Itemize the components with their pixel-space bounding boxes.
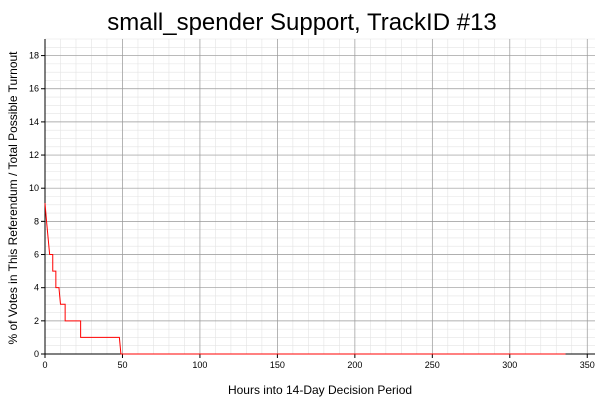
y-tick-label: 14 — [29, 117, 39, 127]
y-ticks: 0 2 4 6 8 10 12 14 16 18 — [29, 51, 45, 359]
x-ticks: 0 50 100 150 200 250 300 350 — [42, 354, 595, 370]
y-tick-label: 16 — [29, 84, 39, 94]
y-tick-label: 8 — [34, 216, 39, 226]
x-tick-label: 300 — [502, 360, 517, 370]
x-tick-label: 50 — [117, 360, 127, 370]
x-tick-label: 250 — [425, 360, 440, 370]
y-axis-label: % of Votes in This Referendum / Total Po… — [6, 51, 20, 345]
series-line-0 — [44, 203, 566, 355]
y-tick-label: 4 — [34, 283, 39, 293]
x-tick-label: 150 — [270, 360, 285, 370]
y-tick-label: 10 — [29, 183, 39, 193]
x-tick-label: 0 — [42, 360, 47, 370]
y-tick-label: 2 — [34, 316, 39, 326]
y-tick-label: 18 — [29, 51, 39, 61]
x-axis-label: Hours into 14-Day Decision Period — [228, 383, 412, 397]
chart-title: small_spender Support, TrackID #13 — [107, 9, 497, 36]
y-tick-label: 0 — [34, 349, 39, 359]
x-tick-label: 350 — [580, 360, 595, 370]
y-tick-label: 6 — [34, 250, 39, 260]
series-layer — [44, 203, 566, 355]
x-tick-label: 100 — [192, 360, 207, 370]
minor-grid — [44, 38, 595, 355]
y-tick-label: 12 — [29, 150, 39, 160]
x-tick-label: 200 — [347, 360, 362, 370]
